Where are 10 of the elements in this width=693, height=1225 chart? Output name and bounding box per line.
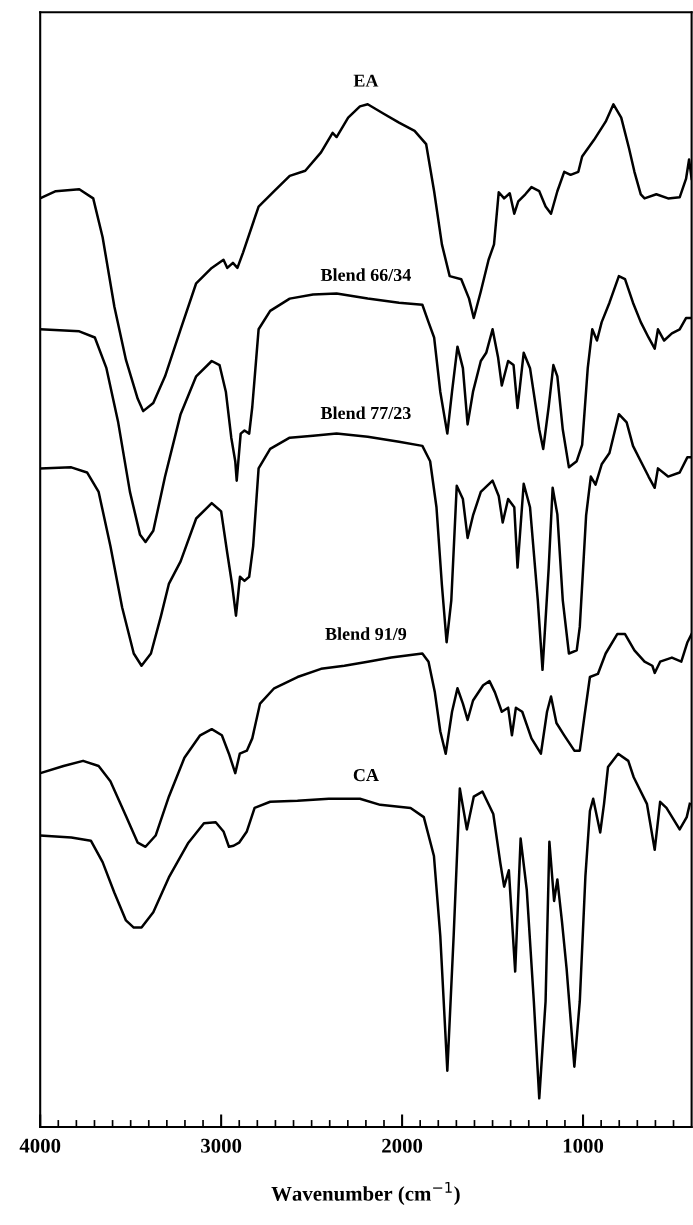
x-tick-label: 4000: [19, 1138, 61, 1153]
series-label: Blend 91/9: [325, 627, 407, 641]
series-label: Blend 77/23: [320, 406, 411, 420]
x-tick-label: 1000: [563, 1138, 604, 1153]
series-label: Blend 66/34: [320, 268, 411, 282]
series-label: CA: [353, 769, 379, 782]
x-axis-title: Wavenumber (cm$^{−1}$): [271, 1182, 460, 1206]
x-tick-label: 2000: [382, 1138, 423, 1153]
x-tick-label: 3000: [201, 1138, 242, 1153]
series-label: EA: [353, 74, 379, 87]
